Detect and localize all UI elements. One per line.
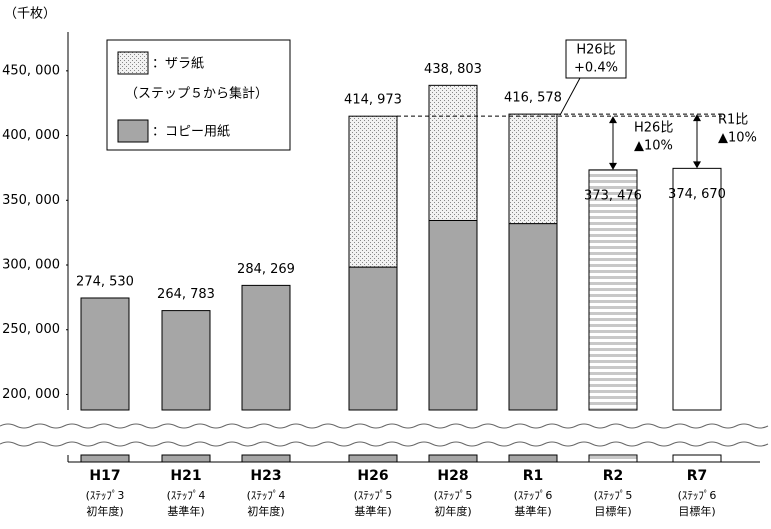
legend-note: （ステップ５から集計） [125,86,268,102]
bar [508,113,558,225]
x-tick-label: H17 [89,468,120,484]
y-tick-label: 250, 000 [2,322,60,337]
x-sublabel: 目標年) [594,504,631,518]
axis-break [0,423,769,447]
bar-stub [508,454,558,463]
annotation: +0.4% [574,61,618,76]
x-tick-label: H23 [250,468,281,484]
value-label: 284, 269 [237,262,295,277]
y-tick-label: 200, 000 [2,387,60,402]
x-tick-label: H21 [170,468,201,484]
x-sublabel: (ｽﾃｯﾌﾟ4 [247,489,286,502]
annotation: H26比 [576,43,615,58]
x-sublabel: 目標年) [678,504,715,518]
bar-stub [241,454,291,463]
legend-label: ：ザラ紙 [152,57,204,72]
bar [428,84,478,221]
x-tick-label: H28 [437,468,468,484]
value-label: 274, 530 [76,274,134,289]
bar [672,167,722,411]
y-unit: （千枚） [4,7,56,22]
bar [588,169,638,411]
x-sublabel: (ｽﾃｯﾌﾟ5 [594,489,633,502]
legend-label: ：コピー用紙 [152,125,230,140]
bar [161,310,211,411]
callout-line [559,77,581,116]
value-label: 414, 973 [344,93,402,108]
x-tick-label: R7 [687,468,708,484]
x-sublabel: 基準年) [514,504,551,518]
bar-stub [428,454,478,463]
bar [241,284,291,411]
x-tick-label: R1 [523,468,544,484]
x-sublabel: (ｽﾃｯﾌﾟ4 [167,489,206,502]
bar-stub [588,454,638,463]
value-label: 374, 670 [668,187,726,202]
bar [508,223,558,411]
y-tick-label: 350, 000 [2,193,60,208]
bar [428,219,478,411]
legend-swatch [117,119,149,143]
legend-swatch [117,51,149,75]
callout-box [565,39,627,79]
y-tick-label: 450, 000 [2,63,60,78]
bar-stub [80,454,130,463]
annotation: ▲10% [634,139,673,154]
y-tick-label: 300, 000 [2,258,60,273]
x-sublabel: 基準年) [354,504,391,518]
bar [348,266,398,411]
x-sublabel: (ｽﾃｯﾌﾟ6 [678,489,717,502]
bar [348,115,398,268]
x-sublabel: (ｽﾃｯﾌﾟ5 [354,489,393,502]
value-label: 373, 476 [584,188,642,203]
bar [80,297,130,411]
x-sublabel: (ｽﾃｯﾌﾟ6 [514,489,553,502]
bar-stub [348,454,398,463]
annotation: ▲10% [718,131,757,146]
x-sublabel: 初年度) [247,504,284,518]
y-tick-label: 400, 000 [2,128,60,143]
value-label: 416, 578 [504,91,562,106]
x-sublabel: 初年度) [434,504,471,518]
x-tick-label: R2 [603,468,624,484]
value-label: 264, 783 [157,287,215,302]
x-sublabel: (ｽﾃｯﾌﾟ5 [434,489,473,502]
value-label: 438, 803 [424,62,482,77]
bar-stub [161,454,211,463]
x-sublabel: 基準年) [167,504,204,518]
x-sublabel: 初年度) [86,504,123,518]
x-sublabel: (ｽﾃｯﾌﾟ3 [86,489,125,502]
annotation: R1比 [718,113,748,128]
bar-stub [672,454,722,463]
annotation: H26比 [634,121,673,136]
x-tick-label: H26 [357,468,388,484]
